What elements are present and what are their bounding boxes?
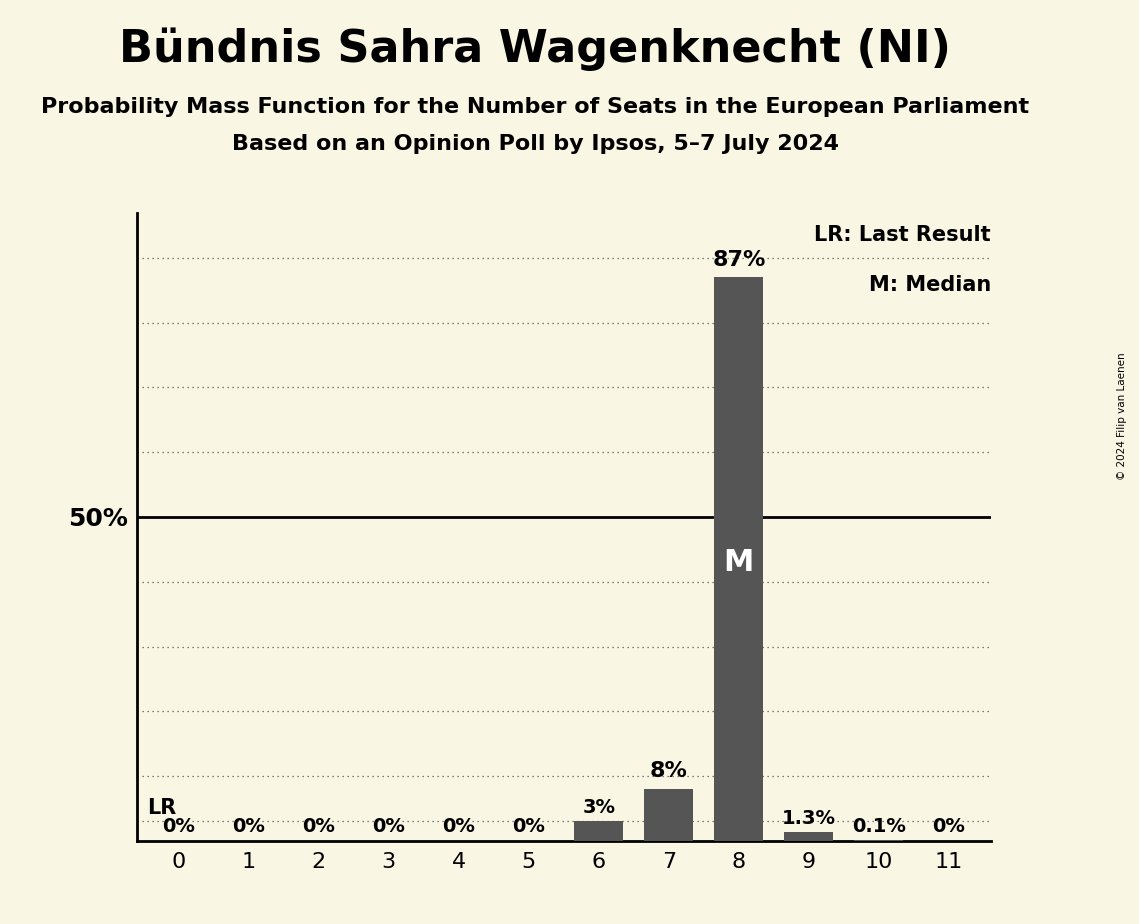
Text: LR: Last Result: LR: Last Result bbox=[814, 225, 991, 245]
Text: 0%: 0% bbox=[162, 818, 195, 836]
Text: 0.1%: 0.1% bbox=[852, 817, 906, 835]
Text: 87%: 87% bbox=[712, 249, 765, 270]
Text: 3%: 3% bbox=[582, 797, 615, 817]
Text: 0%: 0% bbox=[302, 818, 335, 836]
Text: 0%: 0% bbox=[442, 818, 475, 836]
Text: 0%: 0% bbox=[513, 818, 546, 836]
Text: 1.3%: 1.3% bbox=[781, 808, 836, 828]
Bar bbox=[645, 789, 694, 841]
Text: 0%: 0% bbox=[232, 818, 265, 836]
Text: Based on an Opinion Poll by Ipsos, 5–7 July 2024: Based on an Opinion Poll by Ipsos, 5–7 J… bbox=[232, 134, 838, 154]
Text: Bündnis Sahra Wagenknecht (NI): Bündnis Sahra Wagenknecht (NI) bbox=[120, 28, 951, 71]
Text: LR: LR bbox=[147, 798, 177, 818]
Bar bbox=[785, 833, 834, 841]
Text: M: Median: M: Median bbox=[869, 275, 991, 296]
Text: M: M bbox=[723, 548, 754, 577]
Text: © 2024 Filip van Laenen: © 2024 Filip van Laenen bbox=[1117, 352, 1126, 480]
Text: Probability Mass Function for the Number of Seats in the European Parliament: Probability Mass Function for the Number… bbox=[41, 97, 1030, 117]
Bar bbox=[574, 821, 623, 841]
Text: 0%: 0% bbox=[933, 818, 966, 836]
Text: 0%: 0% bbox=[372, 818, 405, 836]
Text: 8%: 8% bbox=[650, 761, 688, 782]
Bar bbox=[714, 277, 763, 841]
